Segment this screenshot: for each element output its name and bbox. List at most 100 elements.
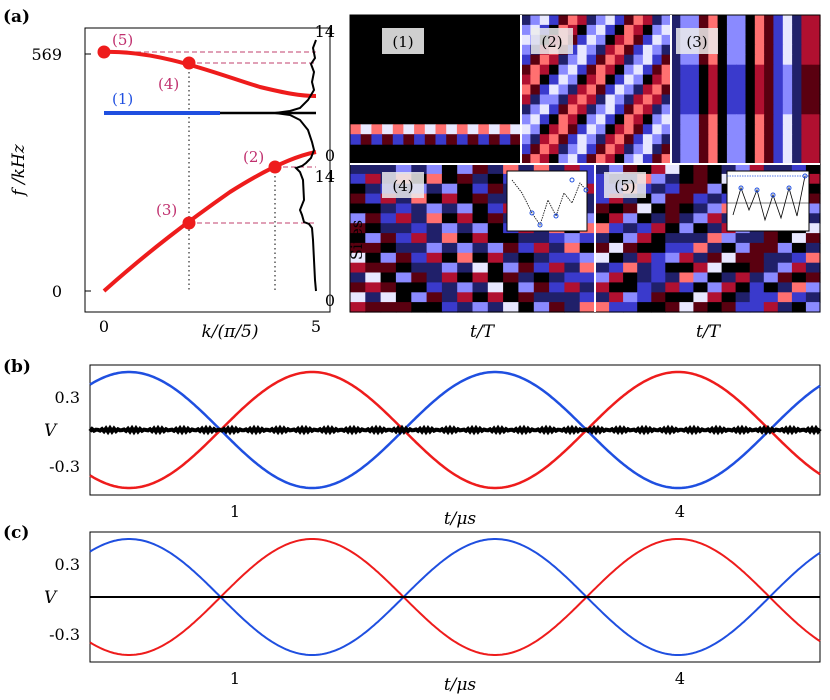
heatmap-cell xyxy=(487,272,504,283)
heatmap-cell xyxy=(577,84,588,95)
heatmap-cell xyxy=(749,233,765,244)
heatmap-cell xyxy=(411,252,428,264)
heatmap-cell xyxy=(530,15,541,26)
heatmap-cell xyxy=(564,292,581,303)
heatmap-cell xyxy=(652,94,663,105)
heatmap-cell xyxy=(745,154,756,165)
heatmap-cell xyxy=(624,94,635,105)
heatmap-cell xyxy=(596,94,606,105)
heatmap-cell xyxy=(642,44,653,56)
heatmap-cell xyxy=(457,302,474,313)
heatmap-cell xyxy=(623,272,638,283)
heatmap-cell xyxy=(441,213,458,224)
heatmap-cell xyxy=(395,282,412,293)
heatmap-cell xyxy=(426,242,443,254)
heatmap-cell xyxy=(717,64,728,76)
heatmap-cell xyxy=(457,252,474,264)
heatmap-cell xyxy=(689,144,700,155)
heatmap-cell xyxy=(395,233,412,244)
heatmap-cell xyxy=(651,262,666,274)
heatmap-cell xyxy=(487,173,504,185)
heatmap-cell xyxy=(624,104,635,115)
heatmap-cell xyxy=(680,114,691,125)
heatmap-cell xyxy=(624,44,635,56)
heatmap-cell xyxy=(801,74,812,86)
heatmap-cell xyxy=(596,144,606,155)
heatmap-cell xyxy=(661,44,672,56)
heatmap-cell xyxy=(478,134,490,145)
heatmap-cell xyxy=(708,104,719,115)
heatmap-cell xyxy=(595,242,610,254)
heatmap-cell xyxy=(487,183,504,195)
heatmap-cell xyxy=(596,34,606,46)
heatmap-cell xyxy=(446,134,458,145)
heatmap-cell xyxy=(596,54,606,66)
heatmap-cell xyxy=(579,193,596,205)
heatmap-cell xyxy=(726,24,737,36)
heatmap-cell xyxy=(487,302,504,313)
heatmap-cell xyxy=(530,134,541,145)
heatmap-cell xyxy=(708,144,719,155)
heatmap-cell xyxy=(805,173,821,185)
heatmap-cell xyxy=(380,292,397,303)
heatmap-cell xyxy=(642,94,653,105)
heatmap-cell xyxy=(773,84,784,95)
heatmap-cell xyxy=(754,154,765,165)
heatmap-cell xyxy=(549,15,560,26)
heatmap-cell xyxy=(679,242,695,254)
heatmap-cell xyxy=(472,173,489,185)
heatmap-cell xyxy=(365,193,382,205)
mode-3-point xyxy=(182,216,196,230)
heatmap-cell xyxy=(652,84,663,95)
heatmap-cell xyxy=(472,164,489,175)
mode-label-5: (5) xyxy=(112,31,133,49)
heatmap-cell xyxy=(426,262,443,274)
heatmap-cell xyxy=(539,64,550,76)
heatmap-cell xyxy=(558,94,569,105)
heatmap-cell xyxy=(350,183,366,195)
heatmap-cell xyxy=(564,252,581,264)
heatmap-cell xyxy=(595,252,610,264)
heatmap-cell xyxy=(679,292,695,303)
panel-label-a: (a) xyxy=(3,7,30,27)
heatmap-cell xyxy=(365,262,382,274)
heatmap-cell xyxy=(773,15,784,26)
heatmap-cell xyxy=(530,144,541,155)
heatmap-cell xyxy=(558,124,569,135)
heatmap-cell xyxy=(411,302,428,313)
heatmap-cell xyxy=(596,84,606,95)
heatmap-cell xyxy=(605,144,616,155)
heatmap-cell xyxy=(721,252,737,264)
heatmap-cell xyxy=(586,114,597,125)
heatmap-cell xyxy=(764,74,774,86)
heatmap-cell xyxy=(717,124,728,135)
heatmap-cell xyxy=(533,233,550,244)
heatmap-cell xyxy=(350,252,366,264)
heatmap-cell xyxy=(595,173,610,185)
heatmap-cell xyxy=(564,242,581,254)
heatmap-cell xyxy=(652,144,663,155)
heatmap-cell xyxy=(637,272,652,283)
heatmap-cell xyxy=(805,272,821,283)
heatmap-cell xyxy=(764,94,774,105)
heatmap-cell xyxy=(426,292,443,303)
heatmap-cell xyxy=(749,164,765,175)
heatmap-cell xyxy=(472,302,489,313)
heatmap-cell xyxy=(671,64,681,76)
heatmap-cell xyxy=(441,164,458,175)
panel-b-xtick-4: 4 xyxy=(675,502,685,521)
heatmap-cell xyxy=(698,114,709,125)
heatmap-cell xyxy=(805,282,821,293)
heatmap-cell xyxy=(749,252,765,264)
heatmap-cell xyxy=(518,272,535,283)
heatmap-cell xyxy=(782,124,793,135)
heatmap-cell xyxy=(721,164,737,175)
heatmap-cell xyxy=(805,223,821,234)
heatmap-cell xyxy=(764,114,774,125)
heatmap-cell xyxy=(426,213,443,224)
heatmap-cell xyxy=(736,134,747,145)
heatmap-cell xyxy=(510,124,522,135)
heatmap-cell xyxy=(530,114,541,125)
heatmap-cell xyxy=(717,24,728,36)
heatmap-cell xyxy=(693,164,709,175)
